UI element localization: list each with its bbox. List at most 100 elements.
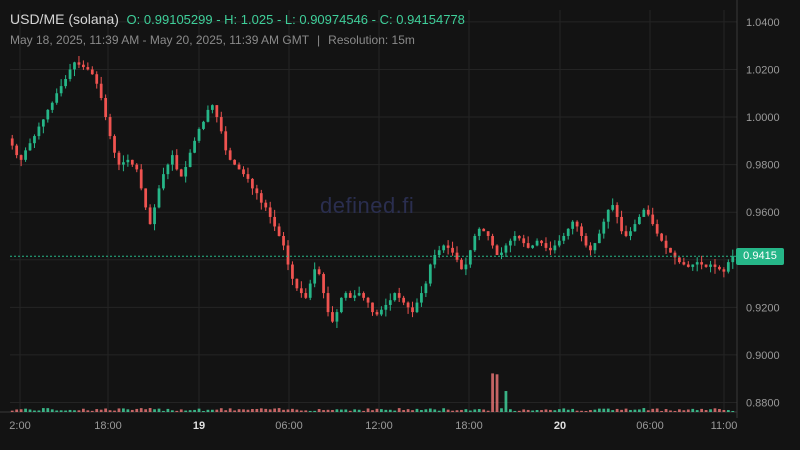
candle xyxy=(731,256,735,263)
volume-bar xyxy=(549,409,552,412)
candle xyxy=(468,250,472,265)
volume-bar xyxy=(637,409,641,412)
volume-bar xyxy=(593,409,597,412)
candle xyxy=(669,247,672,253)
candle xyxy=(113,136,116,153)
volume-bar xyxy=(322,410,325,412)
x-tick-label: 18:00 xyxy=(455,420,483,432)
volume-bar xyxy=(513,410,517,412)
volume-bar xyxy=(682,410,686,412)
volume-bar xyxy=(606,408,610,412)
volume-bar xyxy=(268,409,272,412)
candle xyxy=(210,105,214,110)
candle xyxy=(24,150,27,160)
volume-bar xyxy=(722,409,726,412)
candle xyxy=(642,209,646,217)
candle xyxy=(500,252,503,256)
candle xyxy=(197,128,201,141)
volume-bar xyxy=(228,408,232,412)
volume-bar xyxy=(726,410,730,412)
candle xyxy=(193,140,196,153)
candle xyxy=(50,102,54,110)
high-value: 1.025 xyxy=(240,12,274,27)
volume-bar xyxy=(584,410,588,412)
candle xyxy=(420,293,423,303)
candle xyxy=(726,262,730,272)
volume-bar xyxy=(660,410,663,412)
candle xyxy=(651,214,655,225)
candle xyxy=(259,193,263,203)
candle xyxy=(637,216,641,225)
volume-bar xyxy=(615,408,619,412)
candle xyxy=(219,117,223,132)
volume-bar xyxy=(362,410,365,412)
volume-bar xyxy=(291,408,294,412)
candle xyxy=(522,238,526,244)
volume-bar xyxy=(655,408,659,412)
volume-bar xyxy=(339,409,343,412)
candle xyxy=(589,245,592,251)
candle xyxy=(41,119,45,127)
candle xyxy=(513,235,517,241)
watermark: defined.fi xyxy=(320,193,415,218)
volume-bar xyxy=(589,410,592,412)
candle xyxy=(593,243,597,251)
volume-bar xyxy=(357,409,361,412)
volume-bar xyxy=(371,410,374,412)
candle xyxy=(175,155,179,170)
candle xyxy=(691,264,695,267)
candle xyxy=(179,169,183,177)
volume-bar xyxy=(709,409,712,412)
volume-bar xyxy=(246,409,250,412)
volume-bar xyxy=(162,410,165,412)
volume-bar xyxy=(620,409,623,412)
volume-bar xyxy=(90,410,94,412)
candle xyxy=(540,240,543,244)
volume-bar xyxy=(46,408,50,412)
volume-bar xyxy=(673,410,677,412)
candle xyxy=(424,283,428,294)
volume-bar xyxy=(157,408,161,412)
volume-bar xyxy=(678,409,681,412)
candle xyxy=(268,207,272,217)
volume-bar xyxy=(651,408,655,412)
volume-bar xyxy=(553,410,557,412)
candle xyxy=(451,247,454,253)
candle xyxy=(37,126,41,137)
candle xyxy=(291,264,294,279)
candle xyxy=(139,169,143,189)
volume-bar xyxy=(473,409,477,412)
candle xyxy=(348,293,352,298)
y-tick-label: 1.0000 xyxy=(746,112,780,124)
volume-bar xyxy=(308,410,312,412)
volume-bar xyxy=(517,410,521,412)
volume-bar xyxy=(59,410,63,412)
volume-bar xyxy=(193,409,196,412)
candle xyxy=(415,302,419,313)
candle xyxy=(10,138,14,146)
volume-bar xyxy=(700,408,704,412)
x-tick-label: 20 xyxy=(554,420,566,432)
candle xyxy=(535,240,539,246)
candle xyxy=(446,245,450,248)
candle xyxy=(433,255,437,265)
volume-bar xyxy=(353,409,357,412)
volume-bar xyxy=(397,408,401,412)
volume-bar xyxy=(402,410,406,412)
volume-bar xyxy=(642,408,646,412)
candle xyxy=(375,312,379,315)
candle xyxy=(646,209,650,215)
candle xyxy=(388,300,392,305)
candle xyxy=(531,245,535,248)
volume-bar xyxy=(624,408,628,412)
candle xyxy=(571,221,575,229)
volume-bar xyxy=(197,408,201,412)
volume-bar xyxy=(50,409,54,412)
candle xyxy=(286,245,290,265)
candle xyxy=(95,74,99,84)
candle xyxy=(308,283,312,298)
volume-bar xyxy=(24,408,27,412)
candle xyxy=(122,162,125,165)
